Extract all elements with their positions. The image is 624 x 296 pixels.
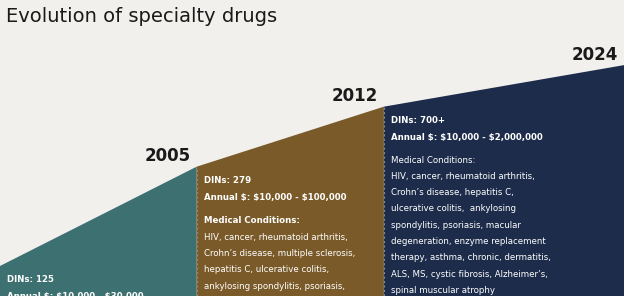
Text: HIV, cancer, rheumatoid arthritis,: HIV, cancer, rheumatoid arthritis, bbox=[391, 172, 535, 181]
Text: ankylosing spondylitis, psoriasis,: ankylosing spondylitis, psoriasis, bbox=[204, 281, 345, 291]
Text: Medical Conditions:: Medical Conditions: bbox=[391, 156, 475, 165]
Text: Annual $: $10,000 - $30,000: Annual $: $10,000 - $30,000 bbox=[7, 292, 144, 296]
Polygon shape bbox=[197, 107, 384, 296]
Text: Crohn’s disease, hepatitis C,: Crohn’s disease, hepatitis C, bbox=[391, 188, 514, 197]
Text: 2005: 2005 bbox=[144, 147, 190, 165]
Text: DINs: 125: DINs: 125 bbox=[7, 275, 54, 284]
Text: Annual $: $10,000 - $2,000,000: Annual $: $10,000 - $2,000,000 bbox=[391, 133, 543, 142]
Text: spinal muscular atrophy: spinal muscular atrophy bbox=[391, 286, 495, 295]
Text: ulcerative colitis,  ankylosing: ulcerative colitis, ankylosing bbox=[391, 205, 516, 213]
Polygon shape bbox=[384, 65, 624, 296]
Text: 2012: 2012 bbox=[331, 87, 378, 105]
Text: hepatitis C, ulcerative colitis,: hepatitis C, ulcerative colitis, bbox=[204, 265, 329, 274]
Polygon shape bbox=[0, 167, 197, 296]
Text: Annual $: $10,000 - $100,000: Annual $: $10,000 - $100,000 bbox=[204, 193, 346, 202]
Text: Crohn’s disease, multiple sclerosis,: Crohn’s disease, multiple sclerosis, bbox=[204, 249, 355, 258]
Text: degeneration, enzyme replacement: degeneration, enzyme replacement bbox=[391, 237, 546, 246]
Text: Medical Conditions:: Medical Conditions: bbox=[204, 215, 300, 225]
Text: spondylitis, psoriasis, macular: spondylitis, psoriasis, macular bbox=[391, 221, 521, 230]
Text: 2024: 2024 bbox=[572, 46, 618, 64]
Text: therapy, asthma, chronic, dermatitis,: therapy, asthma, chronic, dermatitis, bbox=[391, 253, 551, 262]
Text: HIV, cancer, rheumatoid arthritis,: HIV, cancer, rheumatoid arthritis, bbox=[204, 233, 348, 242]
Text: Evolution of specialty drugs: Evolution of specialty drugs bbox=[6, 7, 277, 26]
Text: DINs: 700+: DINs: 700+ bbox=[391, 115, 446, 125]
Text: ALS, MS, cystic fibrosis, Alzheimer’s,: ALS, MS, cystic fibrosis, Alzheimer’s, bbox=[391, 270, 548, 279]
Text: DINs: 279: DINs: 279 bbox=[204, 176, 251, 185]
